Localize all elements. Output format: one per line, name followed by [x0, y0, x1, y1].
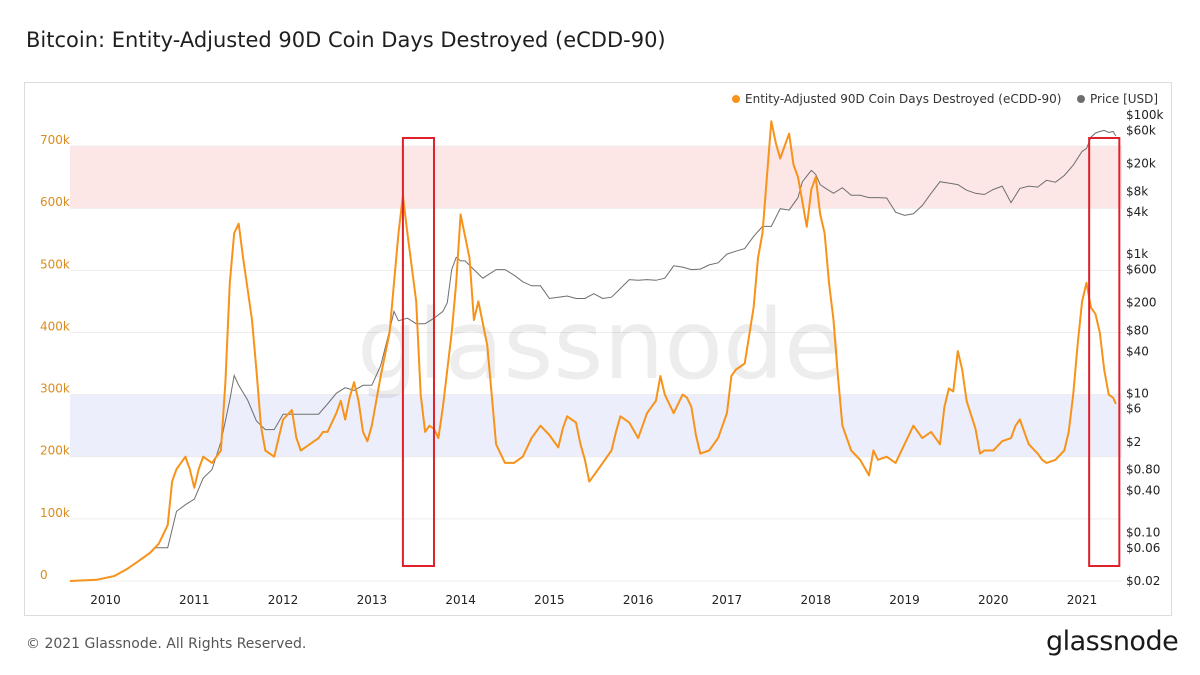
right-tick-label: $20k — [1126, 157, 1156, 171]
left-tick-label: 0 — [40, 568, 48, 582]
x-tick-label: 2013 — [357, 593, 388, 607]
legend-ecdd-label[interactable]: Entity-Adjusted 90D Coin Days Destroyed … — [745, 92, 1062, 106]
chart-frame — [24, 82, 1172, 616]
right-axis: $0.02 $0.06 $0.10 $0.40 $0.80 $2 $6 $10 $40 $80 $2… — [1126, 108, 1164, 588]
right-tick-label: $200 — [1126, 296, 1157, 310]
legend: Entity-Adjusted 90D Coin Days Destroyed … — [732, 92, 1158, 106]
right-tick-label: $8k — [1126, 184, 1148, 198]
left-tick-label: 100k — [40, 506, 70, 520]
right-tick-label: $0.02 — [1126, 574, 1160, 588]
x-tick-label: 2017 — [712, 593, 743, 607]
left-tick-label: 200k — [40, 444, 70, 458]
left-axis: 0 100k 200k 300k 400k 500k 600k 700k — [40, 133, 70, 582]
copyright-footer: © 2021 Glassnode. All Rights Reserved. — [26, 636, 307, 652]
right-tick-label: $0.10 — [1126, 525, 1160, 539]
right-tick-label: $0.40 — [1126, 483, 1160, 497]
x-tick-label: 2011 — [179, 593, 210, 607]
x-axis: 2010 2011 2012 2013 2014 2015 2016 2017 2018 2019… — [90, 593, 1097, 607]
watermark: glassnode — [357, 289, 843, 401]
x-tick-label: 2019 — [889, 593, 920, 607]
left-tick-label: 400k — [40, 319, 70, 333]
right-tick-label: $80 — [1126, 323, 1149, 337]
right-tick-label: $2 — [1126, 435, 1141, 449]
blue-band — [70, 394, 1122, 457]
legend-ecdd-marker — [732, 95, 740, 103]
glassnode-logo: glassnode — [1046, 626, 1179, 657]
x-tick-label: 2020 — [978, 593, 1009, 607]
legend-price-label[interactable]: Price [USD] — [1090, 92, 1158, 106]
left-tick-label: 600k — [40, 195, 70, 209]
highlight-box-2 — [1088, 137, 1121, 567]
left-tick-label: 700k — [40, 133, 70, 147]
left-tick-label: 300k — [40, 382, 70, 396]
right-tick-label: $0.80 — [1126, 463, 1160, 477]
x-tick-label: 2010 — [90, 593, 121, 607]
right-tick-label: $60k — [1126, 123, 1156, 137]
x-tick-label: 2021 — [1067, 593, 1098, 607]
x-tick-label: 2016 — [623, 593, 654, 607]
bands-layer — [70, 146, 1122, 457]
right-tick-label: $4k — [1126, 205, 1148, 219]
right-tick-label: $100k — [1126, 108, 1164, 122]
right-tick-label: $0.06 — [1126, 541, 1160, 555]
left-tick-label: 500k — [40, 257, 70, 271]
right-tick-label: $10 — [1126, 386, 1149, 400]
price-series-line — [154, 129, 1117, 549]
x-tick-label: 2012 — [268, 593, 299, 607]
series-layer — [69, 120, 1117, 582]
highlights-layer — [401, 137, 1121, 567]
right-tick-label: $600 — [1126, 263, 1157, 277]
right-tick-label: $1k — [1126, 247, 1148, 261]
x-tick-label: 2015 — [534, 593, 565, 607]
right-tick-label: $6 — [1126, 402, 1141, 416]
ecdd-series-line — [69, 120, 1117, 582]
x-tick-label: 2014 — [445, 593, 476, 607]
gridlines-layer — [70, 145, 1122, 582]
legend-price-marker — [1077, 95, 1085, 103]
right-tick-label: $40 — [1126, 344, 1149, 358]
x-tick-label: 2018 — [800, 593, 831, 607]
chart-title: Bitcoin: Entity-Adjusted 90D Coin Days D… — [26, 28, 666, 52]
highlight-box-1 — [401, 137, 435, 567]
red-band — [70, 146, 1122, 209]
